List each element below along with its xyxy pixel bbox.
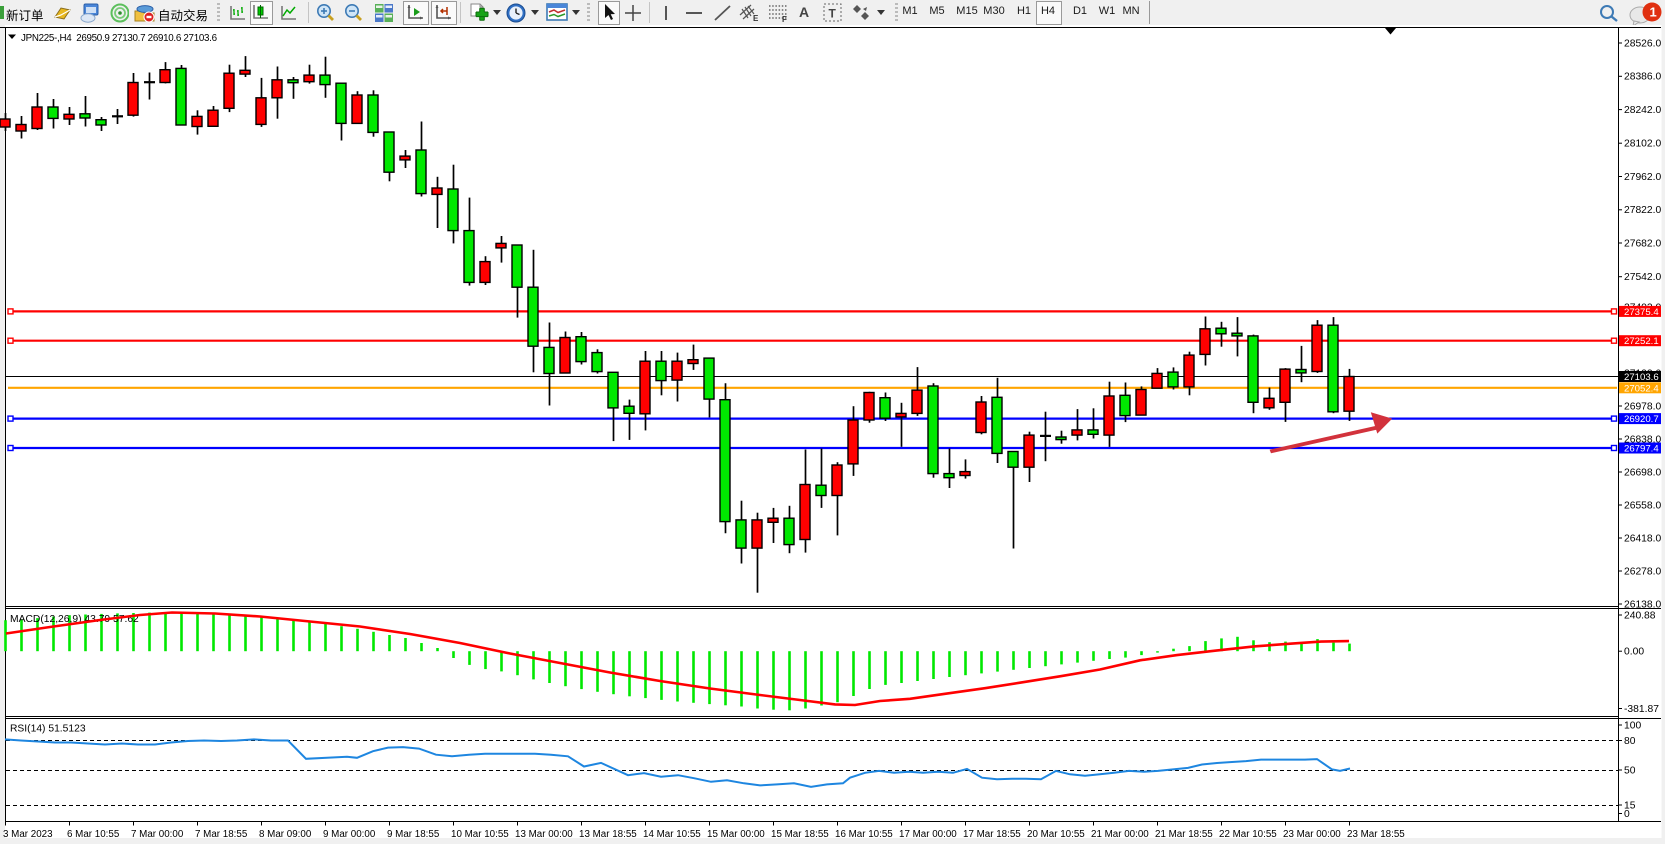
svg-text:13 Mar 00:00: 13 Mar 00:00 — [515, 829, 573, 840]
svg-text:3 Mar 2023: 3 Mar 2023 — [3, 829, 53, 840]
svg-text:27252.1: 27252.1 — [1624, 336, 1659, 347]
svg-text:17 Mar 00:00: 17 Mar 00:00 — [899, 829, 957, 840]
svg-text:23 Mar 00:00: 23 Mar 00:00 — [1283, 829, 1341, 840]
svg-text:E: E — [753, 14, 759, 23]
svg-text:27822.0: 27822.0 — [1624, 205, 1661, 216]
svg-text:26138.0: 26138.0 — [1624, 599, 1661, 610]
svg-text:100: 100 — [1624, 720, 1641, 731]
svg-text:26797.4: 26797.4 — [1624, 444, 1659, 455]
svg-text:27682.0: 27682.0 — [1624, 238, 1661, 249]
svg-text:21 Mar 18:55: 21 Mar 18:55 — [1155, 829, 1213, 840]
svg-text:27375.4: 27375.4 — [1624, 307, 1659, 318]
svg-text:26418.0: 26418.0 — [1624, 533, 1661, 544]
svg-text:RSI(14) 51.5123: RSI(14) 51.5123 — [10, 724, 86, 735]
svg-text:27542.0: 27542.0 — [1624, 272, 1661, 283]
svg-text:27052.4: 27052.4 — [1624, 383, 1659, 394]
svg-text:6 Mar 10:55: 6 Mar 10:55 — [67, 829, 120, 840]
svg-text:26278.0: 26278.0 — [1624, 566, 1661, 577]
svg-text:28102.0: 28102.0 — [1624, 139, 1661, 150]
svg-text:26558.0: 26558.0 — [1624, 500, 1661, 511]
svg-text:13 Mar 18:55: 13 Mar 18:55 — [579, 829, 637, 840]
svg-text:21 Mar 00:00: 21 Mar 00:00 — [1091, 829, 1149, 840]
svg-text:1: 1 — [1650, 5, 1657, 20]
svg-text:15 Mar 00:00: 15 Mar 00:00 — [707, 829, 765, 840]
svg-text:-381.87: -381.87 — [1624, 704, 1659, 715]
svg-text:26838.0: 26838.0 — [1624, 434, 1661, 445]
svg-text:80: 80 — [1624, 736, 1636, 747]
svg-text:MACD(12,26,9) 43.79 57.62: MACD(12,26,9) 43.79 57.62 — [10, 614, 139, 625]
svg-text:8 Mar 09:00: 8 Mar 09:00 — [259, 829, 312, 840]
svg-text:15: 15 — [1624, 800, 1636, 811]
svg-text:9 Mar 00:00: 9 Mar 00:00 — [323, 829, 376, 840]
svg-text:50: 50 — [1624, 765, 1636, 776]
svg-text:7 Mar 18:55: 7 Mar 18:55 — [195, 829, 248, 840]
svg-text:28526.0: 28526.0 — [1624, 38, 1661, 49]
svg-text:20 Mar 10:55: 20 Mar 10:55 — [1027, 829, 1085, 840]
svg-text:26698.0: 26698.0 — [1624, 467, 1661, 478]
svg-text:0: 0 — [1624, 809, 1630, 820]
svg-text:22 Mar 10:55: 22 Mar 10:55 — [1219, 829, 1277, 840]
svg-text:28242.0: 28242.0 — [1624, 105, 1661, 116]
svg-text:10 Mar 10:55: 10 Mar 10:55 — [451, 829, 509, 840]
svg-text:17 Mar 18:55: 17 Mar 18:55 — [963, 829, 1021, 840]
svg-text:16 Mar 10:55: 16 Mar 10:55 — [835, 829, 893, 840]
svg-text:27962.0: 27962.0 — [1624, 172, 1661, 183]
svg-text:27103.6: 27103.6 — [1624, 372, 1659, 383]
svg-text:28386.0: 28386.0 — [1624, 72, 1661, 83]
svg-text:7 Mar 00:00: 7 Mar 00:00 — [131, 829, 184, 840]
svg-text:240.88: 240.88 — [1624, 610, 1656, 621]
svg-text:0.00: 0.00 — [1624, 647, 1644, 658]
svg-text:F: F — [782, 15, 787, 24]
svg-text:26920.7: 26920.7 — [1624, 414, 1659, 425]
svg-text:23 Mar 18:55: 23 Mar 18:55 — [1347, 829, 1405, 840]
svg-text:14 Mar 10:55: 14 Mar 10:55 — [643, 829, 701, 840]
svg-text:T: T — [829, 7, 837, 21]
svg-text:15 Mar 18:55: 15 Mar 18:55 — [771, 829, 829, 840]
svg-text:26978.0: 26978.0 — [1624, 401, 1661, 412]
svg-text:9 Mar 18:55: 9 Mar 18:55 — [387, 829, 440, 840]
svg-text:JPN225-,H4 26950.9 27130.7 26: JPN225-,H4 26950.9 27130.7 26910.6 27103… — [21, 33, 218, 44]
